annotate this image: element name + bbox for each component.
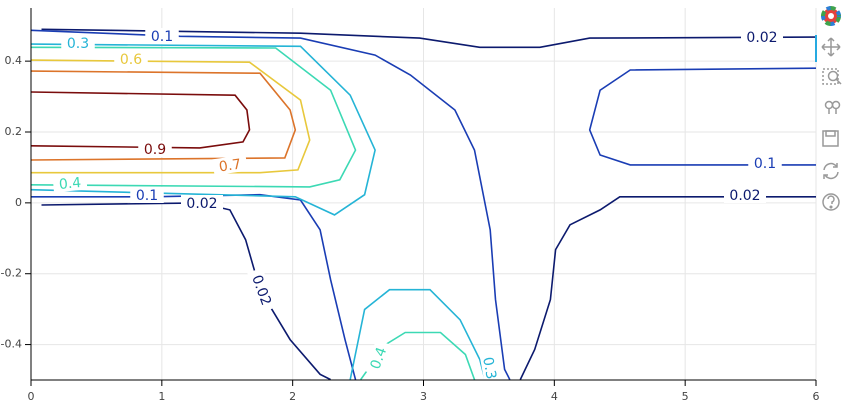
contour-line bbox=[31, 43, 376, 216]
wheel-zoom-tool[interactable] bbox=[824, 100, 841, 115]
label-background bbox=[181, 195, 223, 211]
contour-label-group: 0.3 bbox=[479, 350, 501, 386]
label-background bbox=[114, 51, 148, 67]
contour-label: 0.1 bbox=[754, 156, 776, 172]
box-zoom-tool[interactable] bbox=[822, 68, 842, 85]
contour-label: 0.1 bbox=[136, 188, 158, 204]
reset-tool[interactable] bbox=[823, 162, 839, 180]
contour-label: 0.02 bbox=[729, 188, 760, 204]
y-tick-label: 0.2 bbox=[5, 125, 23, 138]
x-tick-label: 5 bbox=[682, 390, 689, 403]
label-background bbox=[52, 173, 88, 193]
label-background bbox=[479, 350, 501, 386]
contour-label-group: 0.02 bbox=[247, 267, 277, 313]
contour-line bbox=[31, 59, 311, 174]
y-tick-label: 0.4 bbox=[5, 54, 23, 67]
contour-label: 0.3 bbox=[67, 36, 89, 52]
contour-label-group: 0.3 bbox=[61, 35, 95, 52]
contour-line bbox=[31, 46, 357, 188]
active-indicator bbox=[815, 35, 817, 62]
label-background bbox=[741, 29, 783, 45]
contour-label-group: 0.1 bbox=[130, 187, 164, 204]
y-tick-label: -0.2 bbox=[1, 267, 22, 280]
contour-label-group: 0.7 bbox=[212, 154, 248, 176]
contour-label: 0.02 bbox=[248, 273, 274, 308]
help-tool[interactable] bbox=[822, 193, 840, 211]
contour-label-group: 0.9 bbox=[138, 141, 172, 158]
save-tool[interactable] bbox=[822, 130, 839, 147]
contour-line bbox=[31, 29, 511, 380]
contour-label: 0.7 bbox=[218, 157, 242, 176]
contour-label-group: 0.02 bbox=[741, 29, 783, 46]
x-tick-label: 1 bbox=[158, 390, 165, 403]
contour-label: 0.6 bbox=[120, 52, 142, 68]
label-background bbox=[748, 155, 782, 171]
contour-label-group: 0.4 bbox=[364, 339, 392, 377]
x-tick-label: 3 bbox=[420, 390, 427, 403]
label-background bbox=[130, 187, 164, 203]
x-tick-label: 2 bbox=[289, 390, 296, 403]
pan-tool[interactable] bbox=[821, 37, 841, 57]
y-tick-label: 0 bbox=[15, 196, 22, 209]
label-background bbox=[145, 28, 179, 44]
label-background bbox=[61, 35, 95, 51]
contour-line bbox=[31, 193, 357, 380]
label-background bbox=[247, 267, 277, 313]
contour-label-group: 0.6 bbox=[114, 51, 148, 68]
x-tick-label: 6 bbox=[813, 390, 820, 403]
x-tick-label: 4 bbox=[551, 390, 558, 403]
contour-line bbox=[588, 67, 816, 166]
contour-line bbox=[31, 91, 251, 149]
contour-line bbox=[41, 28, 816, 49]
contour-label: 0.3 bbox=[479, 356, 499, 381]
contour-label-group: 0.02 bbox=[724, 187, 766, 204]
contour-line bbox=[41, 202, 331, 380]
axes: 0 1 2 3 4 5 6 -0.4 -0.2 0 0.2 0.4 bbox=[1, 8, 820, 403]
plot-area bbox=[31, 28, 816, 380]
toolbar bbox=[815, 6, 842, 211]
contour-label-group: 0.1 bbox=[145, 28, 179, 45]
label-background bbox=[138, 141, 172, 157]
contour-label: 0.1 bbox=[151, 29, 173, 45]
y-tick-label: -0.4 bbox=[1, 338, 22, 351]
label-background bbox=[724, 187, 766, 203]
contour-label: 0.4 bbox=[58, 175, 82, 193]
contour-label: 0.02 bbox=[746, 30, 777, 46]
x-tick-label: 0 bbox=[28, 390, 35, 403]
contour-label-group: 0.4 bbox=[52, 173, 88, 193]
contour-label: 0.02 bbox=[186, 196, 217, 212]
contour-labels: 0.1 0.3 0.6 0.9 0.7 0.4 0.1 0.02 0.02 0.4 0.3 0.02 0… bbox=[52, 28, 783, 386]
label-background bbox=[212, 154, 248, 176]
bokeh-logo[interactable] bbox=[821, 6, 841, 26]
label-background bbox=[364, 339, 392, 377]
contour-line bbox=[349, 288, 486, 380]
contour-line bbox=[519, 196, 816, 380]
contour-label: 0.9 bbox=[144, 142, 166, 158]
contour-label: 0.4 bbox=[368, 345, 391, 371]
contour-label-group: 0.1 bbox=[748, 155, 782, 172]
contour-label-group: 0.02 bbox=[181, 195, 223, 212]
